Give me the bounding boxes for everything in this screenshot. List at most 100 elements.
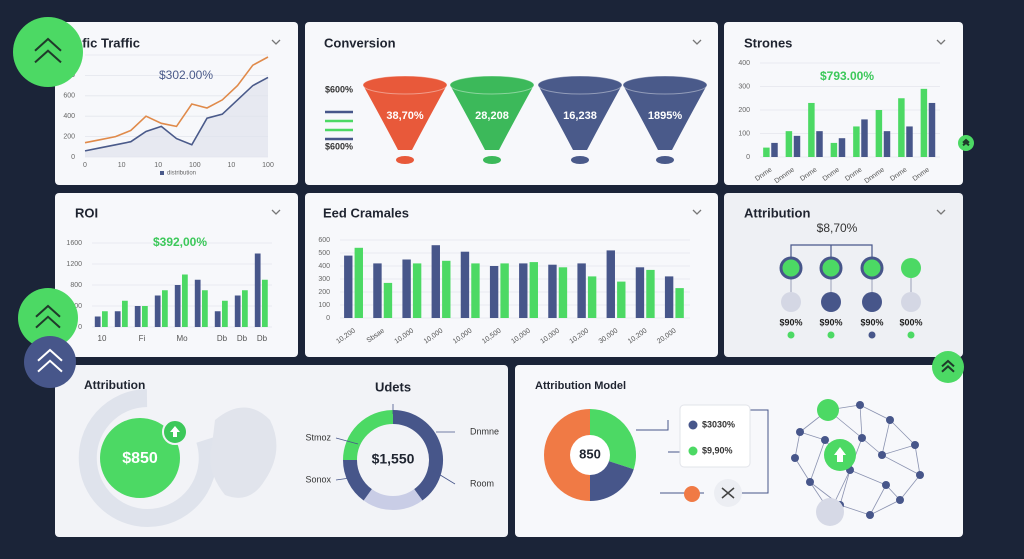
funnel-base: [483, 156, 501, 164]
content: afic Traffic0200400600800100001010100101…: [59, 35, 946, 527]
bar: [114, 311, 121, 327]
node-dot: [907, 331, 915, 339]
annotation: $793.00%: [820, 69, 874, 83]
donut-segment: [343, 459, 373, 501]
y-tick-label: 100: [738, 130, 750, 137]
gauge-ring: [78, 389, 217, 527]
legend-swatch: [160, 171, 164, 175]
bar: [808, 102, 815, 157]
bar: [920, 88, 928, 157]
y-tick-label: 400: [318, 263, 330, 270]
funnel-label: 38,70%: [386, 110, 424, 122]
node-label: $00%: [899, 317, 922, 327]
donut-label: Stmoz: [305, 432, 331, 442]
panel: [55, 365, 508, 537]
funnel-top: [537, 75, 623, 95]
x-tick-label: 100: [262, 162, 274, 169]
node-label: $90%: [860, 317, 883, 327]
bar: [587, 276, 597, 318]
y-tick-label: 400: [738, 60, 750, 67]
line: [84, 56, 269, 144]
network-node: [856, 401, 864, 409]
funnel-top: [362, 75, 448, 95]
network-node: [806, 478, 814, 486]
bar: [471, 263, 480, 318]
donut-segment: [343, 410, 394, 461]
bar: [853, 126, 860, 157]
legend-box: [679, 404, 751, 468]
bar: [162, 290, 168, 327]
network-node: [916, 471, 924, 479]
funnel: [450, 85, 534, 150]
network-edge: [861, 437, 883, 456]
dropdown-chevron[interactable]: [271, 209, 281, 215]
x-tick-label: 10: [154, 162, 162, 169]
panel-title: Eed Cramales: [323, 205, 409, 220]
network-edge: [869, 484, 887, 516]
bar: [412, 263, 422, 318]
panel: [724, 193, 963, 357]
x-tick-label: 0: [83, 162, 87, 169]
network-edge: [859, 404, 863, 439]
annotation: $8,70%: [817, 221, 858, 235]
bar: [194, 279, 201, 327]
x-tick-label: Fi: [139, 334, 146, 343]
bar: [830, 142, 838, 157]
network-node: [866, 511, 874, 519]
panel-title: Conversion: [324, 35, 396, 50]
dropdown-chevron[interactable]: [692, 209, 702, 215]
y-tick-label: 600: [318, 237, 330, 244]
connector: [790, 244, 873, 258]
node: [860, 256, 884, 280]
bar: [816, 131, 823, 157]
silhouette: [210, 407, 277, 498]
node: [821, 292, 841, 312]
badge-icon: [170, 426, 180, 437]
node: [779, 256, 803, 280]
panel-title: ROI: [75, 205, 98, 220]
bar: [606, 250, 615, 318]
node: [901, 292, 921, 312]
bar: [548, 264, 557, 318]
bar: [202, 290, 208, 327]
funnel-label: 16,238: [563, 110, 597, 122]
node: [862, 292, 882, 312]
funnel-top: [449, 75, 535, 95]
dropdown-chevron[interactable]: [936, 209, 946, 215]
bar: [928, 102, 936, 157]
bar: [646, 269, 655, 318]
gauge-label: $850: [122, 450, 158, 467]
network-edge: [799, 431, 826, 441]
network-icon: [834, 447, 846, 462]
bar: [793, 135, 801, 157]
panel-title: afic Traffic: [75, 35, 140, 50]
funnel-top: [622, 75, 708, 95]
funnel-base: [571, 156, 589, 164]
network-node: [796, 428, 804, 436]
bar: [785, 131, 793, 157]
x-tick-label: 100: [189, 162, 201, 169]
dropdown-chevron[interactable]: [692, 39, 702, 45]
bar: [242, 290, 248, 327]
chevron-icon: [37, 348, 63, 373]
panel-title: Attribution: [744, 205, 810, 220]
bar: [664, 276, 674, 318]
dropdown-chevron[interactable]: [936, 39, 946, 45]
network-edge: [809, 439, 826, 483]
bar: [373, 263, 382, 318]
leader: [335, 404, 456, 485]
dropdown-chevron[interactable]: [271, 39, 281, 45]
dot: [684, 486, 700, 502]
network-edge: [839, 504, 871, 516]
bar: [431, 245, 440, 318]
pie-center: 850: [579, 446, 601, 461]
bar: [861, 119, 868, 157]
bar: [442, 260, 451, 318]
y-tick-label: 200: [63, 133, 75, 140]
y-tick-label: 200: [738, 107, 750, 114]
bar: [898, 98, 905, 157]
bar: [234, 295, 241, 327]
x-tick-label: Mo: [176, 334, 188, 343]
floating-buttons: [13, 17, 974, 388]
